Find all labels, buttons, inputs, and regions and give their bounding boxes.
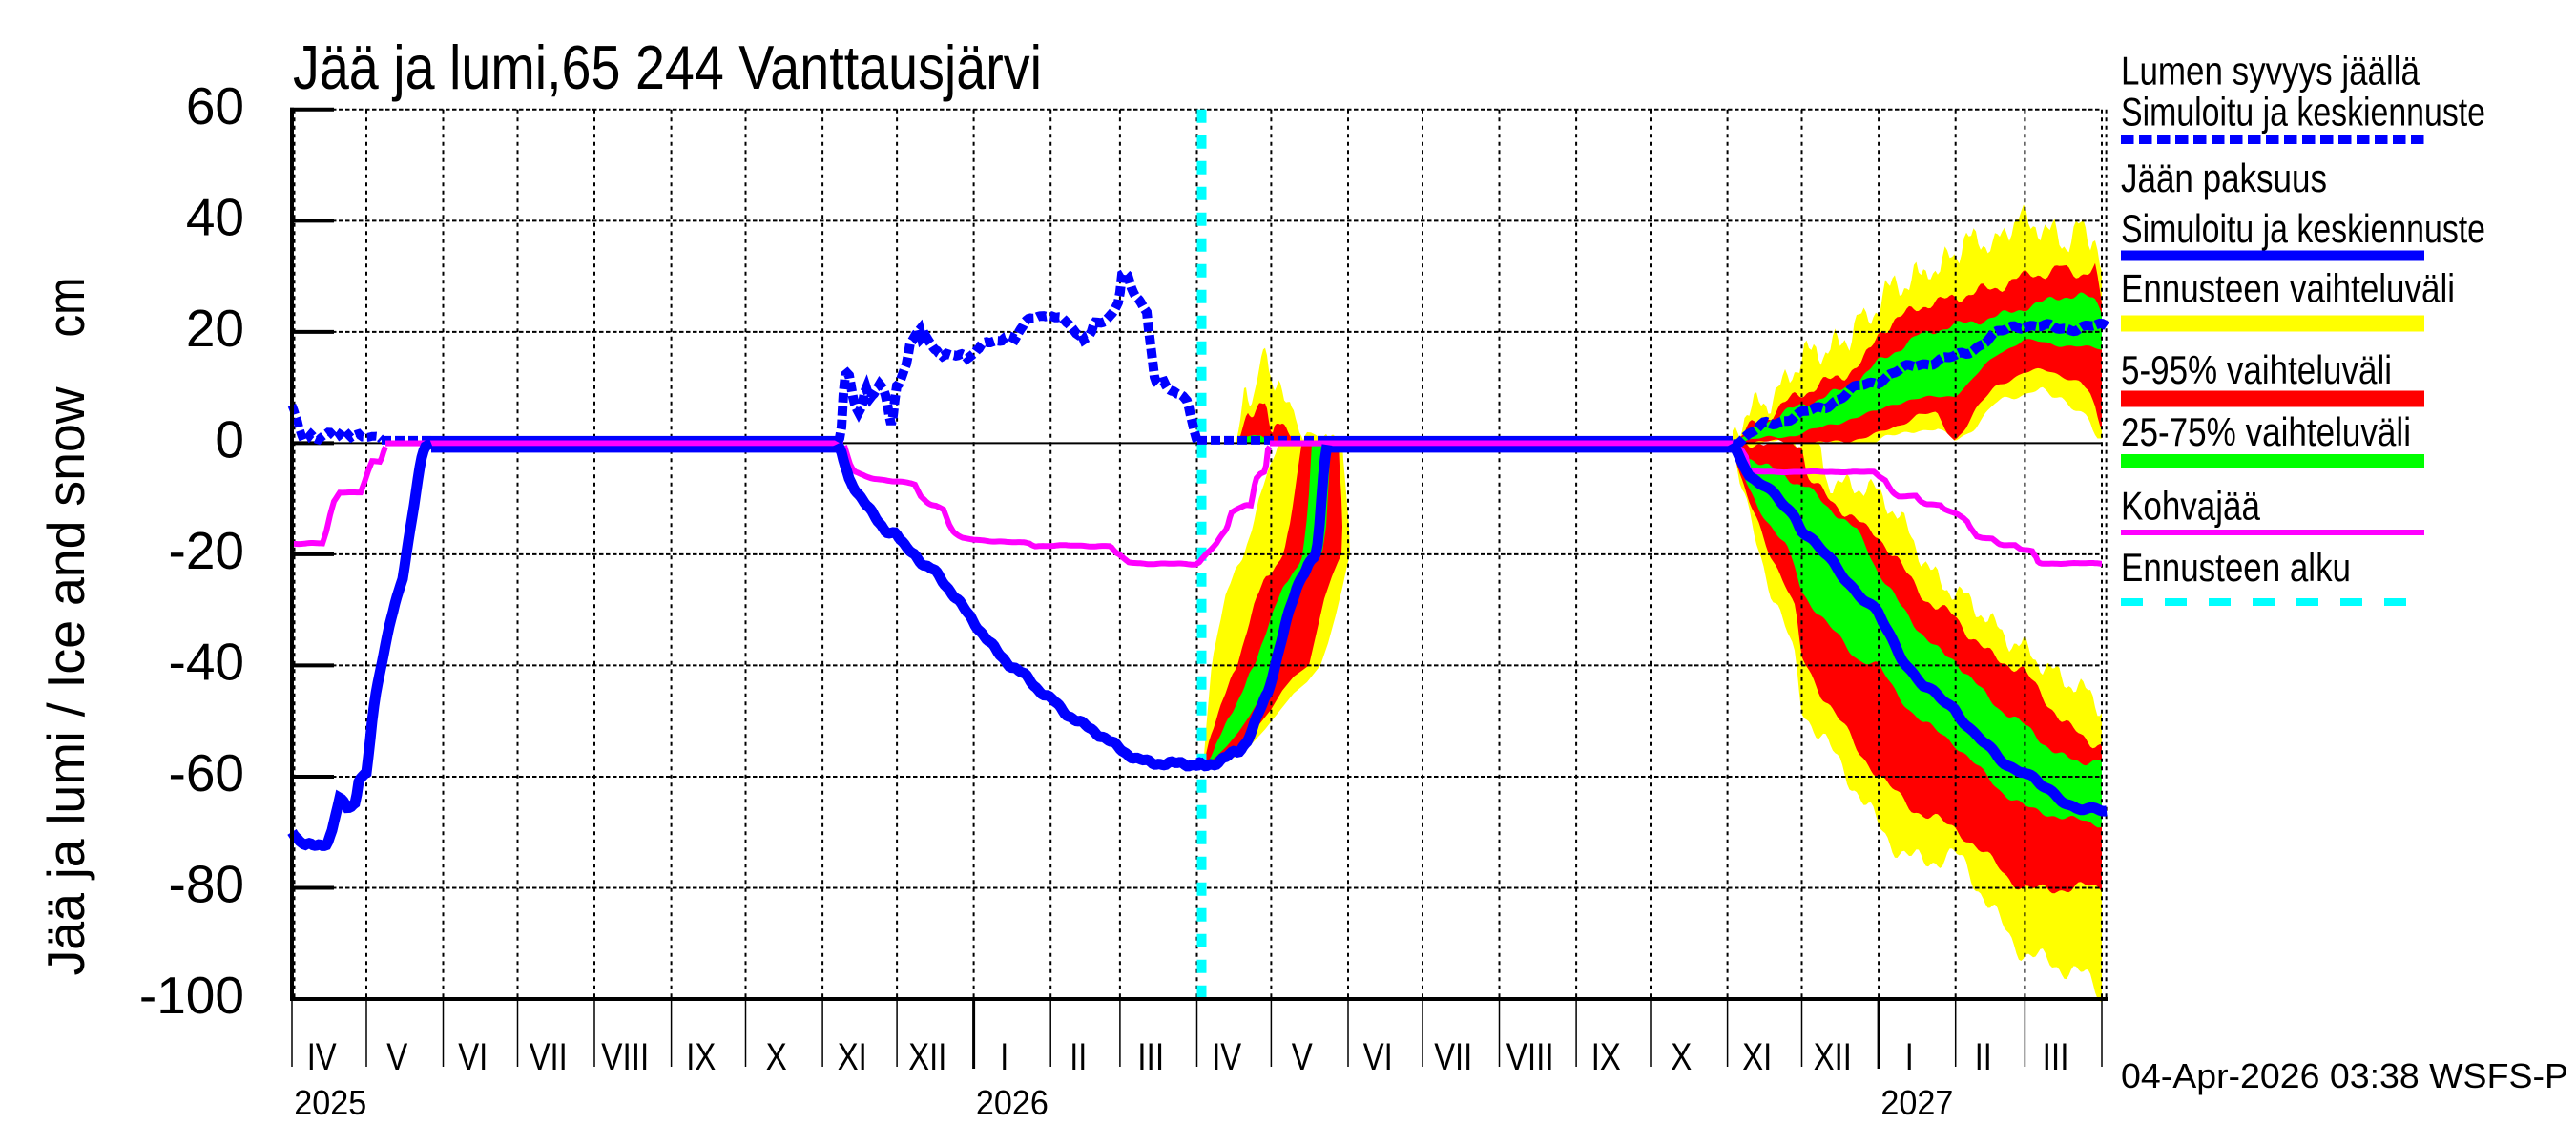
svg-text:cm: cm [36, 278, 95, 338]
svg-text:I: I [1000, 1036, 1008, 1078]
svg-text:25-75% vaihteluväli: 25-75% vaihteluväli [2121, 409, 2411, 454]
svg-text:X: X [766, 1036, 787, 1078]
svg-text:XI: XI [1742, 1036, 1772, 1078]
svg-text:-100: -100 [139, 966, 244, 1025]
svg-text:04-Apr-2026 03:38 WSFS-P: 04-Apr-2026 03:38 WSFS-P [2121, 1056, 2568, 1095]
svg-text:-60: -60 [169, 743, 245, 802]
svg-text:Jään paksuus: Jään paksuus [2121, 156, 2327, 200]
svg-text:2025: 2025 [294, 1083, 366, 1122]
svg-text:0: 0 [215, 409, 244, 468]
svg-text:VIII: VIII [601, 1036, 649, 1078]
svg-text:Jää ja lumi / Ice and snow: Jää ja lumi / Ice and snow [36, 386, 95, 975]
svg-text:V: V [386, 1036, 407, 1078]
svg-text:VII: VII [530, 1036, 568, 1078]
svg-text:-80: -80 [169, 855, 245, 914]
svg-text:2026: 2026 [976, 1083, 1049, 1122]
svg-text:20: 20 [186, 299, 244, 358]
svg-text:Jää ja lumi,65 244 Vanttausjär: Jää ja lumi,65 244 Vanttausjärvi [293, 32, 1042, 102]
svg-text:Ennusteen alku: Ennusteen alku [2121, 545, 2351, 590]
svg-text:III: III [2043, 1036, 2069, 1078]
svg-text:-20: -20 [169, 521, 245, 580]
svg-text:60: 60 [186, 76, 244, 135]
svg-text:5-95% vaihteluväli: 5-95% vaihteluväli [2121, 347, 2392, 392]
svg-text:XI: XI [838, 1036, 867, 1078]
svg-text:XII: XII [908, 1036, 946, 1078]
svg-text:Lumen syvyys jäällä: Lumen syvyys jäällä [2121, 49, 2420, 94]
svg-text:I: I [1905, 1036, 1914, 1078]
svg-text:IV: IV [307, 1036, 337, 1078]
svg-text:Kohvajää: Kohvajää [2121, 484, 2261, 529]
svg-text:Simuloitu ja keskiennuste: Simuloitu ja keskiennuste [2121, 89, 2485, 134]
svg-text:III: III [1137, 1036, 1164, 1078]
svg-text:II: II [1975, 1036, 1992, 1078]
svg-text:Simuloitu ja keskiennuste: Simuloitu ja keskiennuste [2121, 206, 2485, 251]
svg-text:VIII: VIII [1506, 1036, 1554, 1078]
svg-text:X: X [1671, 1036, 1692, 1078]
svg-text:VI: VI [1363, 1036, 1393, 1078]
svg-text:VII: VII [1434, 1036, 1472, 1078]
svg-text:40: 40 [186, 187, 244, 246]
svg-text:XII: XII [1814, 1036, 1852, 1078]
svg-text:IX: IX [1591, 1036, 1621, 1078]
svg-text:2027: 2027 [1880, 1083, 1953, 1122]
svg-text:IX: IX [686, 1036, 716, 1078]
svg-text:Ennusteen vaihteluväli: Ennusteen vaihteluväli [2121, 266, 2455, 311]
svg-text:IV: IV [1212, 1036, 1241, 1078]
svg-text:II: II [1070, 1036, 1087, 1078]
svg-text:V: V [1292, 1036, 1313, 1078]
svg-text:VI: VI [458, 1036, 488, 1078]
svg-text:-40: -40 [169, 632, 245, 691]
